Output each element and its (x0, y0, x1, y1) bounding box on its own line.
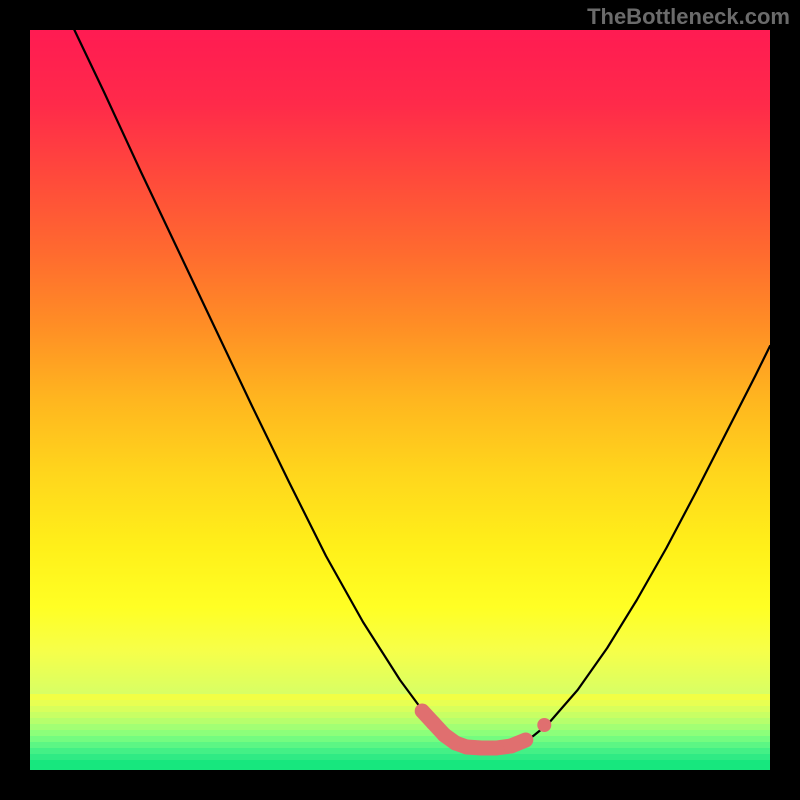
green-band (30, 712, 770, 718)
green-band (30, 748, 770, 754)
highlight-dab (537, 718, 551, 732)
green-band (30, 742, 770, 748)
green-band (30, 730, 770, 736)
green-band (30, 706, 770, 712)
green-band-group (30, 694, 770, 770)
chart-plot-background (30, 30, 770, 770)
green-band (30, 700, 770, 706)
green-band (30, 760, 770, 770)
highlight-segment (511, 740, 526, 746)
green-band (30, 736, 770, 742)
bottleneck-chart-svg (0, 0, 800, 800)
green-band (30, 754, 770, 760)
green-band (30, 718, 770, 724)
green-band (30, 724, 770, 730)
chart-stage: TheBottleneck.com (0, 0, 800, 800)
green-band (30, 694, 770, 700)
